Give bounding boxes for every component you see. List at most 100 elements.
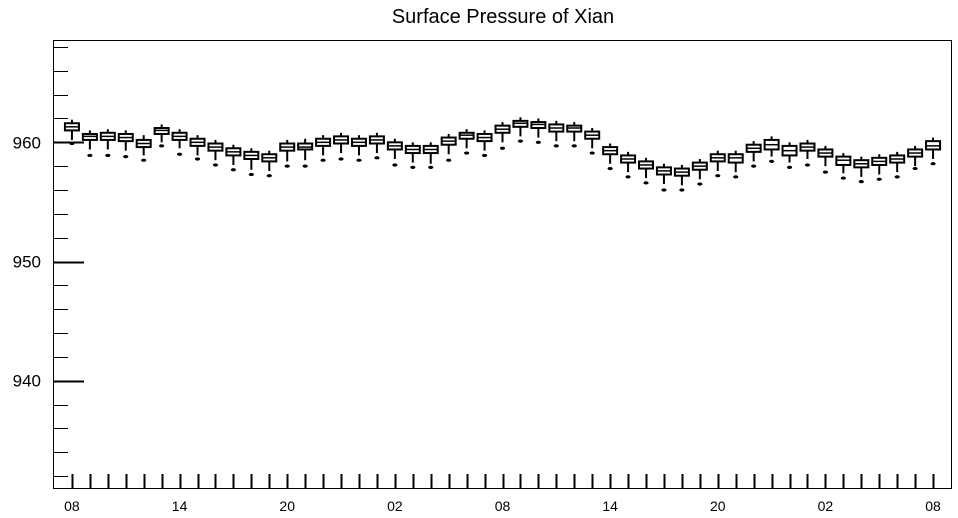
outlier-point [320, 158, 326, 162]
box-plot [279, 139, 296, 168]
box-plot [368, 132, 385, 160]
box-series [63, 117, 942, 192]
outlier-point [428, 165, 434, 169]
outlier-point [786, 165, 793, 169]
x-tick-label: 08 [495, 498, 511, 514]
outlier-point [266, 174, 272, 178]
outlier-point [374, 156, 380, 160]
x-tick-label: 20 [279, 498, 295, 514]
outlier-point [607, 166, 613, 171]
box-plot [673, 164, 690, 192]
outlier-point [105, 153, 111, 158]
outlier-point [302, 164, 308, 168]
outlier-point [212, 163, 219, 167]
outlier-point [87, 153, 93, 158]
x-tick-label: 08 [925, 498, 941, 514]
box-plot [494, 122, 511, 150]
box-plot [709, 150, 726, 178]
outlier-point [769, 159, 775, 163]
outlier-point [230, 168, 236, 172]
x-axis: 08 14 20 02 08 14 20 02 08 [64, 474, 941, 514]
chart-title: Surface Pressure of Xian [392, 6, 614, 28]
x-tick-label: 14 [602, 498, 618, 514]
box-plot [81, 130, 98, 158]
outlier-point [392, 163, 398, 167]
box-plot [548, 120, 565, 148]
y-tick-label: 960 [13, 133, 41, 152]
outlier-point [464, 151, 470, 155]
box-plot [925, 137, 942, 166]
box-plot [817, 145, 834, 174]
outlier-point [930, 162, 936, 166]
box-plot [297, 138, 314, 168]
outlier-point [840, 176, 846, 180]
outlier-point [589, 151, 595, 155]
y-axis: 940 950 960 [13, 47, 84, 477]
box-plot [745, 141, 762, 168]
box-plot [440, 133, 457, 162]
box-plot [727, 150, 744, 179]
outlier-point [643, 181, 649, 185]
outlier-point [858, 180, 864, 184]
box-plot [404, 142, 421, 169]
box-plot [871, 154, 888, 181]
box-plot [889, 151, 906, 179]
outlier-point [446, 158, 452, 162]
outlier-point [661, 188, 667, 192]
outlier-point [553, 144, 559, 148]
y-tick-label: 950 [13, 253, 41, 272]
box-plot [602, 143, 619, 171]
box-plot [333, 132, 350, 161]
outlier-point [410, 165, 416, 169]
outlier-point [499, 146, 506, 150]
outlier-point [248, 172, 254, 177]
outlier-point [535, 140, 541, 144]
box-plot [566, 122, 583, 148]
outlier-point [69, 141, 75, 146]
box-plot [655, 163, 672, 192]
x-tick-label: 20 [710, 498, 726, 514]
y-tick-label: 940 [13, 372, 41, 391]
box-plot [907, 145, 924, 171]
box-plot [315, 135, 332, 162]
box-plot [207, 139, 224, 167]
outlier-point [679, 188, 685, 192]
box-plot [781, 142, 798, 169]
outlier-point [894, 175, 900, 179]
box-plot [835, 153, 852, 180]
box-plot [189, 135, 206, 161]
box-plot [386, 138, 403, 167]
x-tick-label: 14 [172, 498, 188, 514]
box-plot [135, 135, 152, 162]
outlier-point [517, 139, 524, 143]
outlier-point [338, 157, 344, 161]
x-tick-label: 02 [818, 498, 834, 514]
outlier-point [176, 152, 183, 156]
outlier-point [284, 164, 290, 168]
box-plot [476, 130, 493, 158]
box-plot [512, 117, 529, 143]
box-plot [691, 159, 708, 186]
box-plot [243, 148, 260, 177]
outlier-point [876, 177, 882, 181]
outlier-point [751, 164, 757, 168]
outlier-point [481, 153, 488, 158]
box-plot [853, 156, 870, 184]
x-tick-label: 02 [387, 498, 403, 514]
outlier-point [625, 175, 631, 179]
box-plot [458, 129, 475, 155]
box-plot [350, 135, 367, 162]
box-plot [63, 119, 80, 146]
outlier-point [697, 182, 703, 186]
outlier-point [804, 163, 811, 167]
outlier-point [733, 175, 739, 179]
outlier-point [571, 144, 577, 148]
box-plot [799, 139, 816, 167]
outlier-point [356, 158, 362, 162]
outlier-point [159, 144, 165, 148]
outlier-point [123, 155, 129, 159]
box-plot [117, 130, 134, 159]
outlier-point [912, 166, 918, 171]
outlier-point [715, 174, 721, 178]
